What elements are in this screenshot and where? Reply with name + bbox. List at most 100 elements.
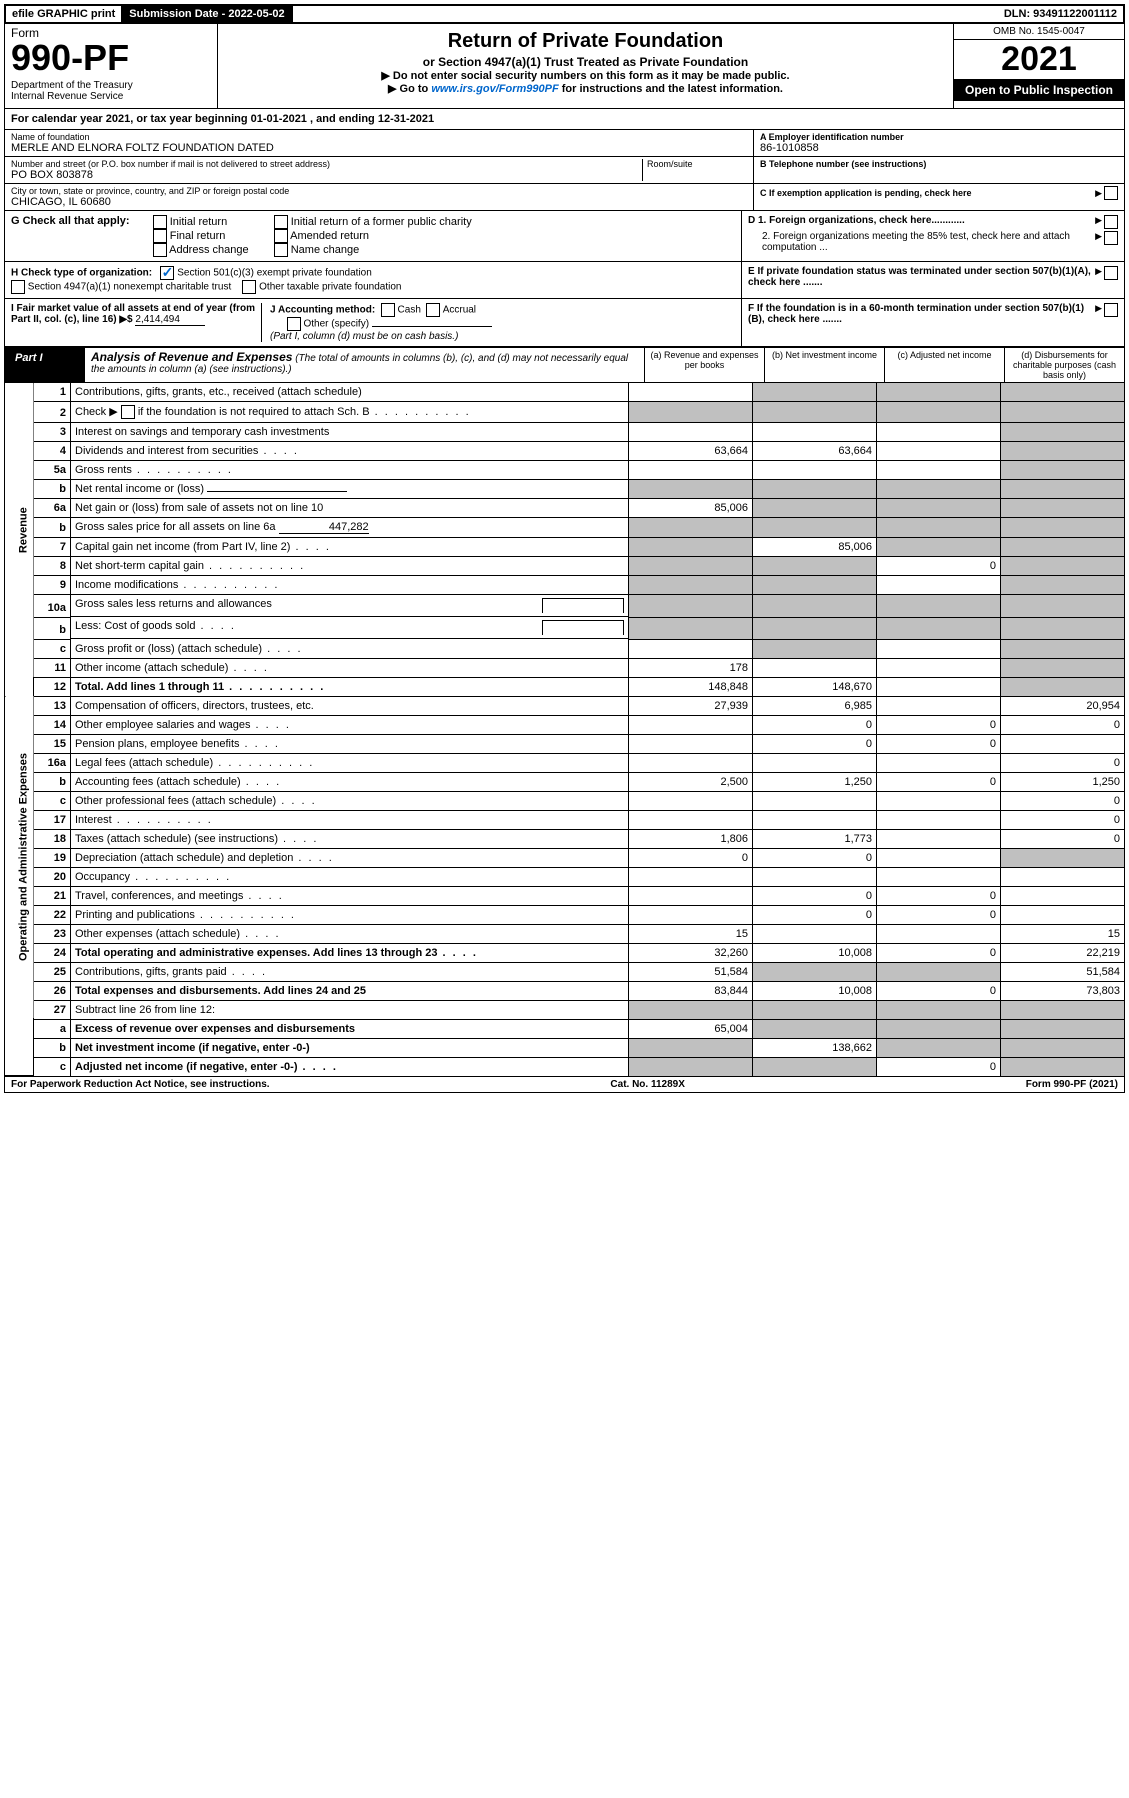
table-row: 8Net short-term capital gain0 [5, 557, 1124, 576]
foundation-name: MERLE AND ELNORA FOLTZ FOUNDATION DATED [11, 142, 747, 154]
schb-checkbox[interactable] [121, 405, 135, 419]
dept-treasury: Department of the Treasury Internal Reve… [11, 80, 211, 102]
d1-checkbox[interactable] [1104, 215, 1118, 229]
i-label: I Fair market value of all assets at end… [11, 303, 255, 325]
table-row: bGross sales price for all assets on lin… [5, 518, 1124, 538]
form-number: 990-PF [11, 40, 211, 76]
table-row: 22Printing and publications00 [5, 905, 1124, 924]
efile-label: efile GRAPHIC print [6, 6, 121, 22]
submission-date: Submission Date - 2022-05-02 [121, 6, 292, 22]
section-g-row: G Check all that apply: Initial return F… [4, 211, 1125, 262]
omb-number: OMB No. 1545-0047 [954, 24, 1124, 40]
e-checkbox[interactable] [1104, 266, 1118, 280]
tel-cell: B Telephone number (see instructions) [754, 157, 1124, 184]
table-row: cGross profit or (loss) (attach schedule… [5, 639, 1124, 658]
table-row: 3Interest on savings and temporary cash … [5, 423, 1124, 442]
table-row: 6aNet gain or (loss) from sale of assets… [5, 499, 1124, 518]
table-row: 12Total. Add lines 1 through 11148,84814… [5, 677, 1124, 696]
address: PO BOX 803878 [11, 169, 642, 181]
table-row: cAdjusted net income (if negative, enter… [5, 1057, 1124, 1076]
g-label: G Check all that apply: [11, 215, 130, 227]
j-label: J Accounting method: [270, 305, 375, 316]
col-b-head: (b) Net investment income [765, 348, 885, 382]
entity-info: Name of foundation MERLE AND ELNORA FOLT… [4, 130, 1125, 211]
form-subtitle: or Section 4947(a)(1) Trust Treated as P… [226, 55, 945, 69]
open-inspection: Open to Public Inspection [954, 79, 1124, 101]
cat-no: Cat. No. 11289X [610, 1079, 684, 1090]
form990pf-link[interactable]: www.irs.gov/Form990PF [431, 83, 558, 95]
fmv-value: 2,414,494 [135, 314, 205, 326]
form-title: Return of Private Foundation [226, 30, 945, 53]
dln: DLN: 93491122001112 [998, 6, 1123, 22]
section-h-row: H Check type of organization: Section 50… [4, 262, 1125, 299]
table-row: 26Total expenses and disbursements. Add … [5, 981, 1124, 1000]
part1-table: Revenue 1Contributions, gifts, grants, e… [5, 383, 1124, 1076]
table-row: 7Capital gain net income (from Part IV, … [5, 538, 1124, 557]
accrual-checkbox[interactable] [426, 303, 440, 317]
table-row: 24Total operating and administrative exp… [5, 943, 1124, 962]
ssn-note: ▶ Do not enter social security numbers o… [226, 69, 945, 82]
c-cell: C If exemption application is pending, c… [754, 184, 1124, 202]
table-row: 9Income modifications [5, 576, 1124, 595]
addr-cell: Number and street (or P.O. box number if… [5, 157, 753, 184]
cash-checkbox[interactable] [381, 303, 395, 317]
year-box: OMB No. 1545-0047 2021 Open to Public In… [953, 24, 1124, 108]
table-row: 11Other income (attach schedule)178 [5, 658, 1124, 677]
table-row: 20Occupancy [5, 867, 1124, 886]
calendar-year-row: For calendar year 2021, or tax year begi… [4, 109, 1125, 130]
4947-checkbox[interactable] [11, 280, 25, 294]
city-cell: City or town, state or province, country… [5, 184, 753, 210]
initial-former-checkbox[interactable] [274, 215, 288, 229]
table-row: bAccounting fees (attach schedule)2,5001… [5, 772, 1124, 791]
revenue-side-label: Revenue [5, 383, 34, 677]
part1-title: Analysis of Revenue and Expenses [91, 350, 292, 364]
city-state-zip: CHICAGO, IL 60680 [11, 196, 747, 208]
section-f: F If the foundation is in a 60-month ter… [741, 299, 1124, 346]
table-row: 19Depreciation (attach schedule) and dep… [5, 848, 1124, 867]
form-title-box: Return of Private Foundation or Section … [218, 24, 953, 108]
501c3-checkbox[interactable] [160, 266, 174, 280]
tax-year: 2021 [954, 40, 1124, 79]
table-row: cOther professional fees (attach schedul… [5, 791, 1124, 810]
ein: 86-1010858 [760, 142, 1118, 154]
table-row: 18Taxes (attach schedule) (see instructi… [5, 829, 1124, 848]
section-d: D 1. Foreign organizations, check here..… [741, 211, 1124, 261]
form-header: Form 990-PF Department of the Treasury I… [4, 24, 1125, 109]
table-row: 4Dividends and interest from securities6… [5, 442, 1124, 461]
name-change-checkbox[interactable] [274, 243, 288, 257]
table-row: 21Travel, conferences, and meetings00 [5, 886, 1124, 905]
f-checkbox[interactable] [1104, 303, 1118, 317]
table-row: 16aLegal fees (attach schedule)0 [5, 753, 1124, 772]
other-method-checkbox[interactable] [287, 317, 301, 331]
final-return-checkbox[interactable] [153, 229, 167, 243]
table-row: Operating and Administrative Expenses 13… [5, 696, 1124, 715]
other-taxable-checkbox[interactable] [242, 280, 256, 294]
col-d-head: (d) Disbursements for charitable purpose… [1005, 348, 1124, 382]
form-number-box: Form 990-PF Department of the Treasury I… [5, 24, 218, 108]
name-cell: Name of foundation MERLE AND ELNORA FOLT… [5, 130, 753, 157]
table-row: bNet investment income (if negative, ent… [5, 1038, 1124, 1057]
d2-checkbox[interactable] [1104, 231, 1118, 245]
table-row: 14Other employee salaries and wages000 [5, 715, 1124, 734]
page-footer: For Paperwork Reduction Act Notice, see … [4, 1077, 1125, 1093]
table-row: 25Contributions, gifts, grants paid51,58… [5, 962, 1124, 981]
amended-return-checkbox[interactable] [274, 229, 288, 243]
address-change-checkbox[interactable] [153, 243, 167, 257]
table-row: aExcess of revenue over expenses and dis… [5, 1019, 1124, 1038]
initial-return-checkbox[interactable] [153, 215, 167, 229]
c-checkbox[interactable] [1104, 186, 1118, 200]
form-ref: Form 990-PF (2021) [1026, 1079, 1118, 1090]
table-row: 10aGross sales less returns and allowanc… [5, 595, 1124, 618]
table-row: bNet rental income or (loss) [5, 480, 1124, 499]
table-row: 23Other expenses (attach schedule)1515 [5, 924, 1124, 943]
table-row: 5aGross rents [5, 461, 1124, 480]
part1-header: Part I Analysis of Revenue and Expenses … [4, 348, 1125, 383]
part1-label: Part I [5, 348, 85, 382]
table-row: 27Subtract line 26 from line 12: [5, 1000, 1124, 1019]
paperwork-notice: For Paperwork Reduction Act Notice, see … [11, 1079, 270, 1090]
expenses-side-label: Operating and Administrative Expenses [5, 696, 34, 1019]
section-i-row: I Fair market value of all assets at end… [4, 299, 1125, 348]
goto-note: ▶ Go to www.irs.gov/Form990PF for instru… [226, 82, 945, 95]
h-label: H Check type of organization: [11, 268, 152, 279]
table-row: 2 Check ▶ if the foundation is not requi… [5, 402, 1124, 423]
